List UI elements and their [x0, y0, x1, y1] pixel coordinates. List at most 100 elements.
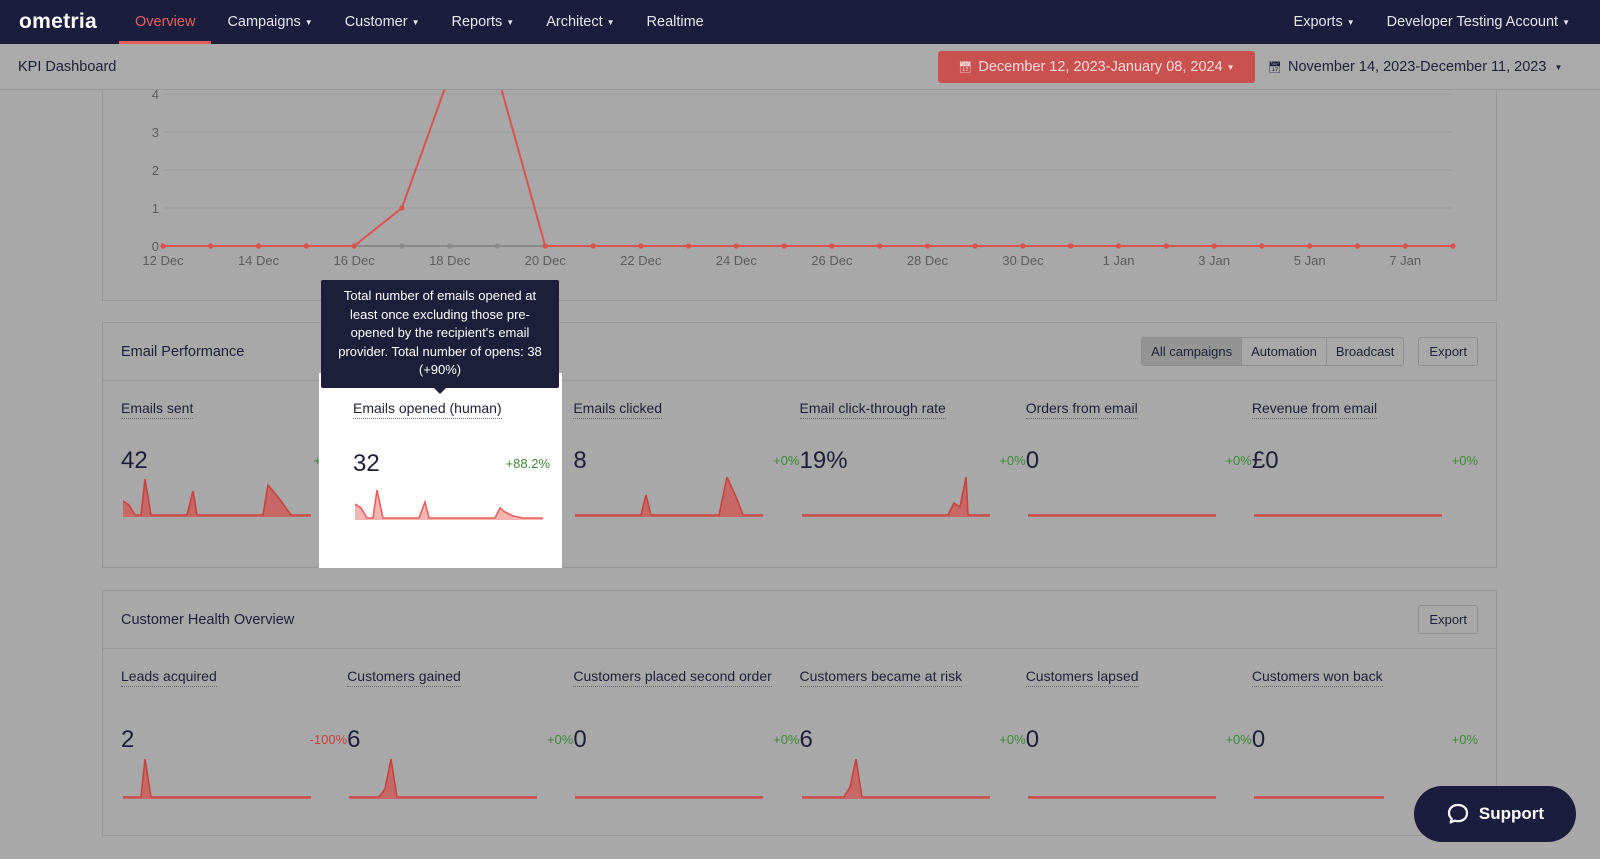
metric-label: Emails clicked [573, 399, 663, 419]
metric-sparkline [801, 759, 990, 799]
ometria-logo[interactable]: ometria [19, 10, 97, 33]
filter-automation[interactable]: Automation [1242, 338, 1327, 365]
metric-label: Leads acquired [121, 667, 217, 687]
filter-broadcast[interactable]: Broadcast [1335, 344, 1395, 359]
nav-overview[interactable]: Overview [119, 0, 212, 44]
nav-customer-label: Customer [344, 14, 408, 30]
data-point [303, 243, 309, 249]
caret-down-icon: ▼ [304, 17, 313, 27]
metric-value: 2 [121, 726, 135, 753]
main-chart-panel: 0 1 2 3 4 12 Dec 14 Dec 16 Dec 18 Dec 20 Dec 22 De… [102, 90, 1497, 301]
nav-architect[interactable]: Architect ▼ [530, 0, 630, 44]
nav-customer[interactable]: Customer ▼ [329, 0, 436, 44]
sparkline-area [123, 759, 311, 799]
metric-change: +0% [1225, 732, 1252, 747]
email-metric-card[interactable]: Emails clicked 8 +0% [573, 381, 800, 557]
metric-change: -100% [309, 732, 348, 747]
x-tick-label: 26 Dec [811, 253, 853, 268]
metric-sparkline [1027, 514, 1216, 517]
account-name: Developer Testing Account [1386, 14, 1559, 30]
x-tick-label: 5 Jan [1294, 253, 1326, 268]
y-tick-label: 1 [152, 201, 159, 216]
metric-label: Customers became at risk [799, 667, 963, 687]
data-point [1163, 243, 1169, 249]
nav-overview-label: Overview [135, 14, 196, 30]
data-point [590, 243, 596, 249]
chat-bubble-icon [1447, 803, 1469, 824]
page-header: KPI Dashboard 📅︎ December 12, 2023-Janua… [0, 44, 1600, 90]
support-label: Support [1478, 804, 1545, 823]
data-point [208, 243, 214, 249]
metric-sparkline [1253, 514, 1442, 517]
metric-value: 6 [799, 726, 813, 753]
caret-down-icon: ▼ [1346, 17, 1355, 27]
metric-label: Customers placed second order [573, 667, 772, 687]
filter-all-campaigns[interactable]: All campaigns [1142, 338, 1243, 365]
sparkline-area [575, 477, 764, 517]
nav-reports[interactable]: Reports ▼ [435, 0, 530, 44]
metric-sparkline [801, 477, 990, 517]
data-point [542, 243, 548, 249]
health-metric-card[interactable]: Customers became at risk 6 +0% [799, 649, 1026, 835]
health-metric-card[interactable]: Customers placed second order 0 +0% [573, 649, 800, 835]
metric-sparkline [1253, 796, 1384, 799]
metric-change: +0% [999, 453, 1026, 468]
metric-tooltip: Total number of emails opened at least o… [321, 280, 559, 394]
data-point [447, 243, 453, 249]
sparkline-line [575, 477, 764, 516]
y-tick-label: 4 [152, 90, 159, 102]
sparkline-line [123, 478, 311, 516]
data-point [877, 243, 883, 249]
support-button[interactable]: Support [1414, 786, 1576, 842]
series-line [163, 90, 1453, 247]
emails-opened-sparkline [355, 489, 543, 520]
nav-architect-label: Architect [546, 14, 603, 30]
data-point [1259, 243, 1265, 249]
nav-campaigns-label: Campaigns [227, 14, 301, 30]
metric-label: Email click-through rate [799, 399, 946, 419]
metric-label: Customers won back [1251, 667, 1383, 687]
caret-down-icon: ▼ [1554, 62, 1563, 72]
customer-health-export-button[interactable]: Export [1418, 605, 1478, 634]
campaign-filter: All campaigns Automation Broadcast [1141, 337, 1405, 366]
x-tick-label: 1 Jan [1103, 253, 1135, 268]
health-metric-card[interactable]: Leads acquired 2 -100% [121, 649, 347, 835]
metric-value: 0 [1025, 447, 1040, 474]
email-metric-card[interactable]: Orders from email 0 +0% [1025, 381, 1252, 557]
health-metric-card[interactable]: Customers lapsed 0 +0% [1025, 649, 1252, 835]
x-tick-label: 22 Dec [620, 253, 662, 268]
data-point [638, 243, 644, 249]
compare-date-range-picker[interactable]: 📅︎ November 14, 2023-December 11, 2023 ▼ [1268, 51, 1562, 83]
data-point [829, 243, 835, 249]
y-tick-label: 3 [152, 125, 159, 140]
email-metric-card[interactable]: Revenue from email £0 +0% [1251, 381, 1478, 557]
health-metric-card[interactable]: Customers gained 6 +0% [347, 649, 573, 835]
data-point [255, 243, 262, 249]
metric-label: Emails opened (human) [353, 399, 502, 419]
data-point [351, 243, 357, 249]
nav-exports-label: Exports [1293, 14, 1343, 30]
account-menu[interactable]: Developer Testing Account ▼ [1371, 0, 1586, 44]
nav-exports[interactable]: Exports ▼ [1278, 0, 1371, 44]
data-point [160, 243, 166, 249]
nav-campaigns[interactable]: Campaigns ▼ [211, 0, 328, 44]
nav-realtime[interactable]: Realtime [631, 0, 720, 44]
email-metric-card[interactable]: Email click-through rate 19% +0% [799, 381, 1026, 557]
caret-down-icon: ▼ [606, 17, 615, 27]
metric-change: +0% [1451, 732, 1479, 747]
email-export-button[interactable]: Export [1418, 337, 1478, 366]
emails-opened-card-highlight[interactable]: Emails opened (human) 32 +88.2% [319, 373, 562, 568]
date-range-picker[interactable]: 📅︎ December 12, 2023-January 08, 2024 ▼ [938, 51, 1255, 83]
date-range-compare: November 14, 2023-December 11, 2023 [1287, 59, 1547, 75]
metric-sparkline [1027, 796, 1216, 799]
data-point [972, 243, 978, 249]
x-tick-label: 18 Dec [429, 253, 471, 268]
email-performance-panel: Email Performance All campaigns Automati… [102, 322, 1497, 568]
x-tick-label: 7 Jan [1389, 253, 1421, 268]
metric-label: Emails sent [121, 399, 194, 419]
x-tick-label: 28 Dec [907, 253, 949, 268]
health-metric-card[interactable]: Customers won back 0 +0% [1251, 649, 1479, 835]
x-tick-label: 16 Dec [334, 253, 376, 268]
metric-change: +0% [773, 732, 800, 747]
